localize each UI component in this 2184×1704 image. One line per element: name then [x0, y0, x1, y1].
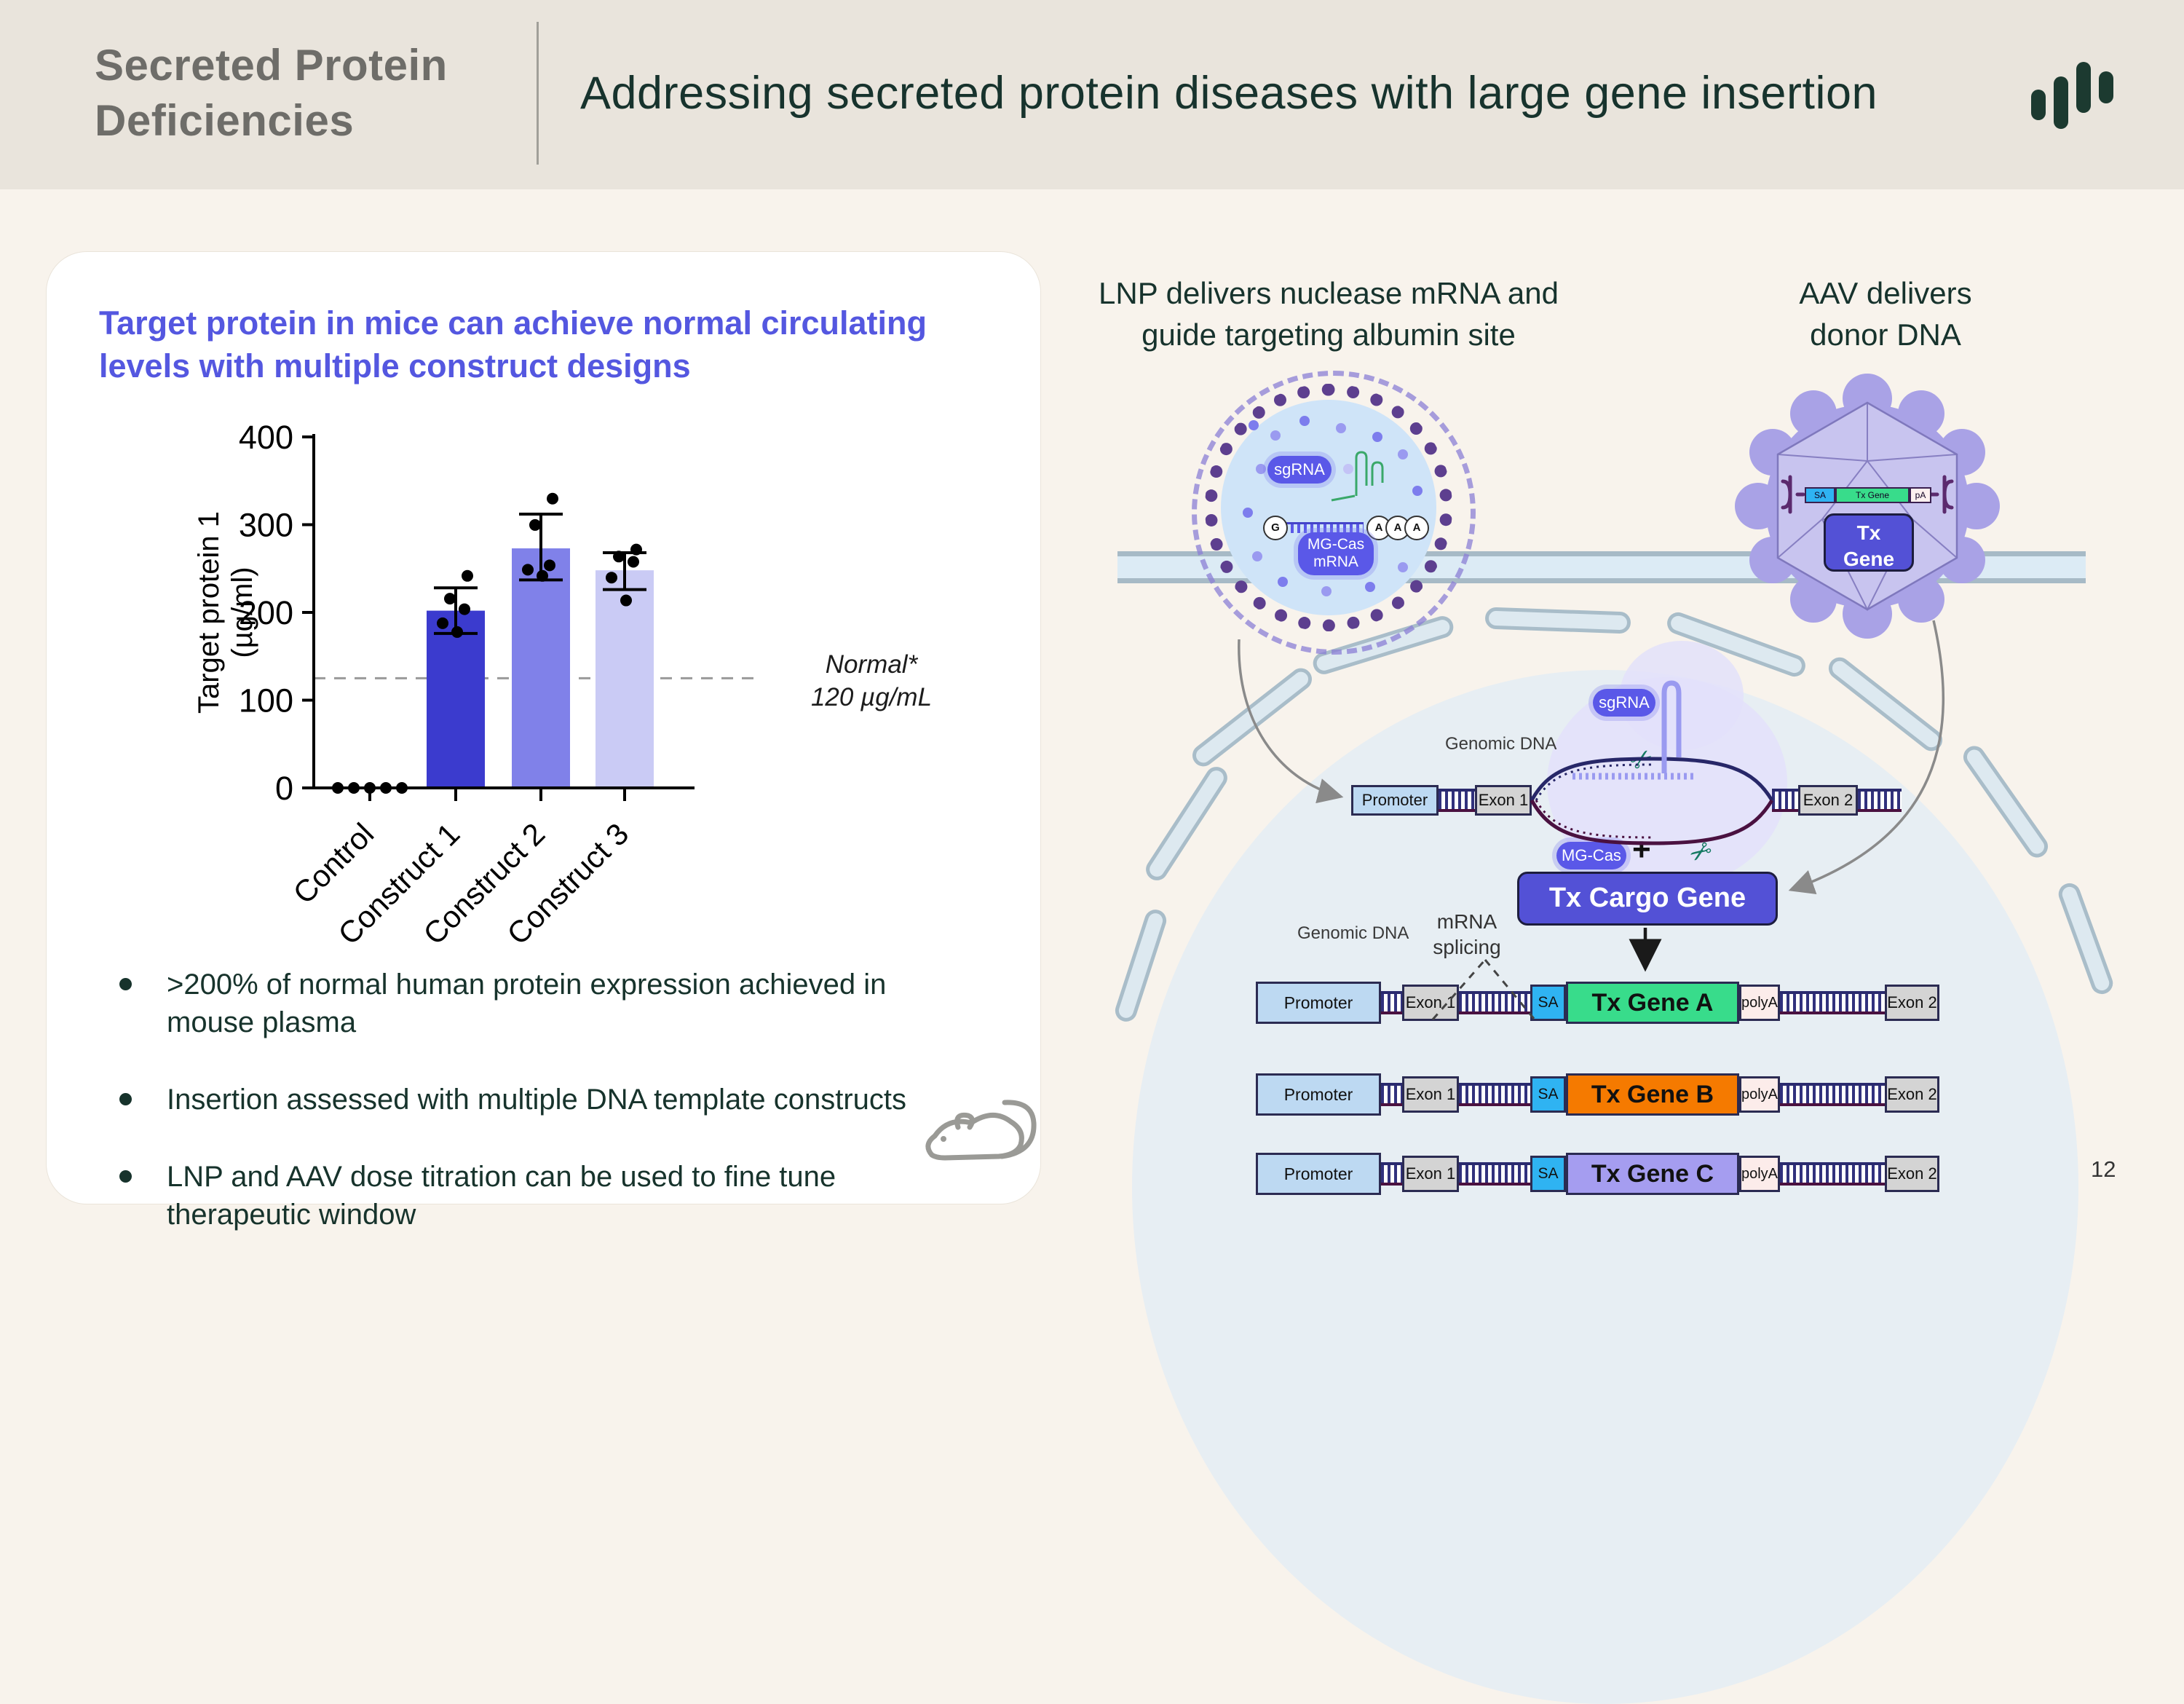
slide-header: Secreted Protein Deficiencies Addressing…: [0, 0, 2184, 189]
nuclear-envelope-arc: [1959, 741, 2052, 862]
gene-construct-row: Promoter Exon 1 SA Tx Gene A polyA Exon …: [0, 982, 2184, 1028]
card-heading: Target protein in mice can achieve norma…: [99, 304, 927, 385]
dna-hatch: [1772, 789, 1798, 812]
section-kicker: Secreted Protein Deficiencies: [95, 41, 448, 145]
nuclear-envelope-arc: [1142, 762, 1232, 885]
bullet-text: Insertion assessed with multiple DNA tem…: [167, 1084, 906, 1116]
exon1-box: Exon 1: [1402, 1076, 1459, 1113]
svg-text:200: 200: [239, 594, 293, 631]
logo-bar: [2054, 76, 2068, 129]
aav-heading: AAV delivers donor DNA: [1799, 276, 1972, 352]
cut-promoter-box: Promoter: [1351, 785, 1439, 816]
mrna-strand: [1278, 522, 1364, 533]
lnp-lipid-dots: [1249, 420, 1259, 430]
lnp-particle: sgRNA G A A A MG-Cas mRNA: [1192, 371, 1476, 655]
bullet-icon: [119, 978, 132, 990]
company-logo-icon: [2031, 62, 2113, 129]
donor-construct-icon: [1781, 475, 1954, 514]
donor-pa-segment: pA: [1910, 487, 1931, 503]
svg-text:400: 400: [239, 419, 293, 456]
exon2-box: Exon 2: [1885, 985, 1939, 1021]
polya-box: polyA: [1739, 1156, 1780, 1192]
slide-title: Addressing secreted protein diseases wit…: [580, 68, 1878, 119]
sa-box: SA: [1530, 985, 1566, 1021]
dna-hatch: [1381, 1162, 1402, 1186]
exon1-box: Exon 1: [1402, 1156, 1459, 1192]
sa-box: SA: [1530, 1156, 1566, 1192]
results-card: Target protein in mice can achieve norma…: [46, 251, 1041, 1231]
mouse-icon: [925, 1100, 1037, 1161]
logo-bar: [2076, 62, 2091, 113]
cut-exon2-box: Exon 2: [1798, 785, 1858, 816]
plus-sign: +: [1632, 832, 1651, 867]
nuclear-envelope-arc: [2055, 880, 2116, 998]
dna-hatch: [1858, 789, 1902, 812]
dna-hatch: [1780, 991, 1885, 1014]
promoter-box: Promoter: [1256, 982, 1381, 1024]
dna-hatch: [1780, 1162, 1885, 1186]
cut-sgrna-badge: sgRNA: [1593, 689, 1655, 717]
page-number: 12: [2091, 1156, 2116, 1182]
tx-gene-box: Tx Gene A: [1566, 982, 1739, 1024]
aav-particle: SA Tx Gene pA Tx Gene: [1735, 374, 2000, 639]
sgrna-badge: sgRNA: [1267, 456, 1332, 484]
list-item: LNP and AAV dose titration can be used t…: [119, 1158, 1008, 1234]
gene-construct-row: Promoter Exon 1 SA Tx Gene C polyA Exon …: [0, 1153, 2184, 1199]
bullet-icon: [119, 1170, 132, 1183]
exon2-box: Exon 2: [1885, 1076, 1939, 1113]
logo-bar: [2099, 71, 2113, 103]
genomic-dna-label: Genomic DNA: [1297, 923, 1409, 943]
dna-hatch: [1381, 991, 1402, 1014]
mgcas-mrna-badge: MG-Cas mRNA: [1298, 532, 1374, 575]
normal-level-label: Normal* 120 µg/mL: [810, 650, 933, 711]
dna-hatch: [1780, 1083, 1885, 1106]
bullet-text: >200% of normal human protein expression…: [167, 969, 887, 1038]
svg-text:0: 0: [275, 770, 293, 807]
donor-txgene-segment: Tx Gene: [1835, 487, 1910, 503]
dna-hatch: [1459, 991, 1530, 1014]
tx-gene-box: Tx Gene C: [1566, 1153, 1739, 1195]
dna-hatch: [1381, 1083, 1402, 1106]
mrna-base-a: A: [1404, 516, 1429, 540]
list-item: >200% of normal human protein expression…: [119, 966, 1008, 1041]
exon1-box: Exon 1: [1402, 985, 1459, 1021]
gene-construct-row: Promoter Exon 1 SA Tx Gene B polyA Exon …: [0, 1073, 2184, 1120]
genomic-dna-label: Genomic DNA: [1445, 734, 1557, 754]
polya-box: polyA: [1739, 1076, 1780, 1113]
sgrna-structure-icon: [1331, 451, 1384, 502]
logo-bar: [2031, 90, 2046, 120]
tx-cargo-gene-badge: Tx Cargo Gene: [1517, 872, 1778, 926]
bullet-list: >200% of normal human protein expression…: [119, 966, 1008, 1273]
dna-hatch: [1459, 1083, 1530, 1106]
sa-box: SA: [1530, 1076, 1566, 1113]
lnp-heading: LNP delivers nuclease mRNA and guide tar…: [1099, 276, 1559, 352]
cut-exon1-box: Exon 1: [1475, 785, 1532, 816]
mrna-cap-g: G: [1263, 516, 1288, 540]
header-divider: [537, 22, 539, 165]
svg-text:100: 100: [239, 682, 293, 719]
bullet-icon: [119, 1093, 132, 1105]
nuclear-envelope-arc: [1484, 607, 1631, 634]
lnp-core: [1221, 400, 1436, 615]
svg-text:300: 300: [239, 507, 293, 544]
tx-gene-badge: Tx Gene: [1824, 513, 1914, 572]
dna-hatch: [1439, 789, 1475, 812]
list-item: Insertion assessed with multiple DNA tem…: [119, 1081, 1008, 1119]
nuclear-envelope-arc: [1187, 663, 1317, 771]
tx-gene-box: Tx Gene B: [1566, 1073, 1739, 1116]
polya-box: polyA: [1739, 985, 1780, 1021]
promoter-box: Promoter: [1256, 1153, 1381, 1195]
exon2-box: Exon 2: [1885, 1156, 1939, 1192]
cut-mgcas-badge: MG-Cas: [1556, 842, 1626, 869]
mrna-base-a: A: [1366, 516, 1391, 540]
svg-text:Target protein 1(µg/ml): Target protein 1(µg/ml): [193, 511, 258, 714]
donor-sa-segment: SA: [1805, 487, 1835, 503]
dna-hatch: [1459, 1162, 1530, 1186]
bullet-text: LNP and AAV dose titration can be used t…: [167, 1161, 836, 1231]
promoter-box: Promoter: [1256, 1073, 1381, 1116]
mrna-splicing-label: mRNA splicing: [1433, 910, 1501, 958]
